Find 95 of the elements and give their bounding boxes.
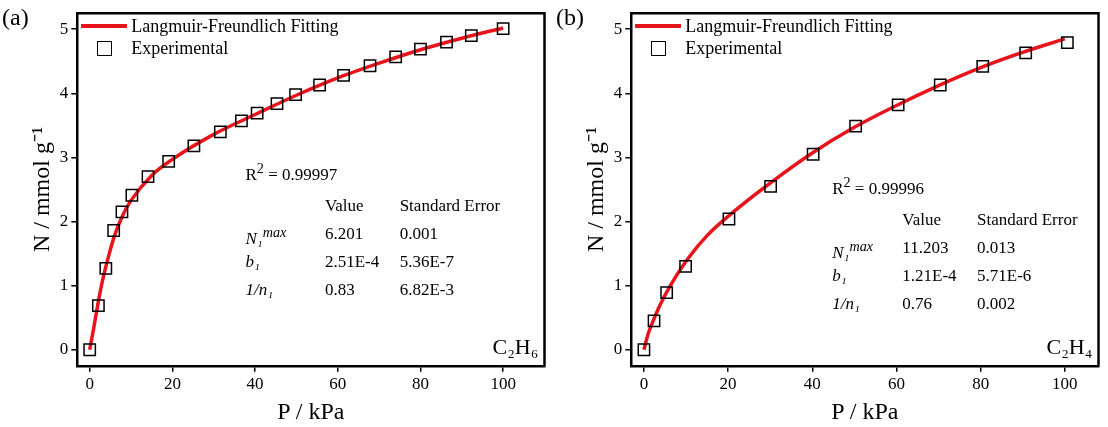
x-tick-label: 40 — [803, 374, 821, 394]
point — [141, 170, 155, 184]
point — [270, 97, 284, 110]
point — [414, 42, 427, 56]
y-tick-label: 2 — [59, 211, 69, 231]
y-tick-label: 4 — [59, 82, 69, 102]
point — [289, 88, 303, 102]
point — [722, 212, 736, 226]
point — [806, 147, 820, 161]
point — [337, 68, 350, 82]
annotation: 0.001 — [399, 223, 438, 243]
annotation: 5.71E-6 — [977, 266, 1032, 286]
point — [976, 60, 990, 73]
point — [83, 343, 97, 357]
point — [849, 119, 863, 133]
y-axis-title: N / mmol g⁻¹ — [27, 126, 54, 253]
point — [496, 22, 510, 35]
y-tick-label: 0 — [613, 339, 623, 359]
point — [389, 50, 403, 64]
y-tick-label: 1 — [59, 275, 69, 295]
point — [933, 78, 947, 92]
point — [115, 205, 129, 219]
y-tick-label: 5 — [613, 18, 623, 38]
annotation: N₁$^{max}$ — [245, 223, 287, 248]
annotation: 0.013 — [977, 237, 1016, 257]
x-tick-label: 20 — [163, 374, 181, 394]
point — [107, 224, 121, 237]
point — [464, 29, 478, 43]
y-tick-label: 3 — [613, 146, 623, 166]
y-axis-title: N / mmol g⁻¹ — [581, 126, 608, 253]
annotation: 11.203 — [902, 237, 949, 257]
x-tick-label: 60 — [329, 374, 347, 394]
annotation: N₁$^{max}$ — [832, 237, 874, 262]
x-tick-label: 80 — [972, 374, 990, 394]
x-tick-label: 0 — [85, 374, 94, 394]
x-tick-label: 40 — [246, 374, 264, 394]
annotation: b₁ — [832, 266, 847, 286]
x-axis-title: P / kPa — [831, 397, 899, 424]
x-tick-label: 0 — [639, 374, 649, 394]
x-tick-label: 20 — [719, 374, 737, 394]
annotation: 5.36E-7 — [399, 251, 454, 271]
point — [1060, 36, 1074, 50]
annotation: 1/n₁ — [245, 280, 274, 300]
x-tick-label: 100 — [1052, 374, 1078, 394]
point — [647, 314, 661, 328]
annotation: R$^{2}$ = 0.99996 — [832, 174, 924, 199]
point — [363, 59, 377, 73]
annotation: R$^{2}$ = 0.99997 — [245, 160, 338, 184]
annotation: 2.51E-4 — [324, 251, 380, 271]
x-tick-label: 80 — [411, 374, 429, 394]
annotation: 0.002 — [977, 294, 1016, 314]
annotation: 0.83 — [324, 280, 355, 300]
point — [99, 261, 113, 275]
point — [1019, 46, 1033, 60]
annotation: Standard Error — [399, 195, 501, 215]
annotation: 6.201 — [324, 223, 364, 243]
legend-label: Langmuir-Freundlich Fitting — [131, 16, 339, 37]
text: (a) — [2, 4, 29, 31]
annotation: 6.82E-3 — [399, 280, 454, 300]
annotation: 0.76 — [902, 294, 933, 314]
point — [891, 98, 905, 112]
annotation: 1/n₁ — [832, 294, 860, 314]
text: (b) — [556, 4, 584, 31]
legend-label: Langmuir-Freundlich Fitting — [685, 16, 893, 37]
point — [162, 154, 176, 168]
point — [125, 188, 139, 202]
y-tick-label: 3 — [59, 146, 69, 166]
point — [250, 106, 264, 120]
point — [235, 114, 248, 128]
point — [91, 299, 105, 312]
point — [313, 78, 326, 92]
point — [764, 179, 778, 193]
annotation: 1.21E-4 — [902, 266, 957, 286]
point — [679, 260, 692, 273]
annotation: C₂H₆ — [492, 333, 539, 359]
point — [660, 286, 674, 300]
legend-label: Experimental — [685, 38, 783, 59]
x-axis-title: P / kPa — [277, 397, 345, 424]
point — [440, 35, 453, 49]
point — [187, 139, 201, 153]
legend-label: Experimental — [131, 38, 229, 59]
y-tick-label: 2 — [613, 211, 623, 231]
point — [213, 125, 227, 139]
y-tick-label: 0 — [59, 339, 69, 359]
point — [637, 343, 651, 357]
annotation: Standard Error — [977, 209, 1078, 229]
y-tick-label: 4 — [613, 82, 623, 102]
y-tick-label: 5 — [59, 18, 69, 38]
annotation: Value — [324, 195, 364, 215]
y-tick-label: 1 — [613, 275, 623, 295]
annotation: C₂H₄ — [1046, 333, 1093, 359]
x-tick-label: 100 — [490, 374, 516, 394]
x-tick-label: 60 — [887, 374, 905, 394]
annotation: Value — [902, 209, 941, 229]
annotation: b₁ — [245, 251, 260, 271]
